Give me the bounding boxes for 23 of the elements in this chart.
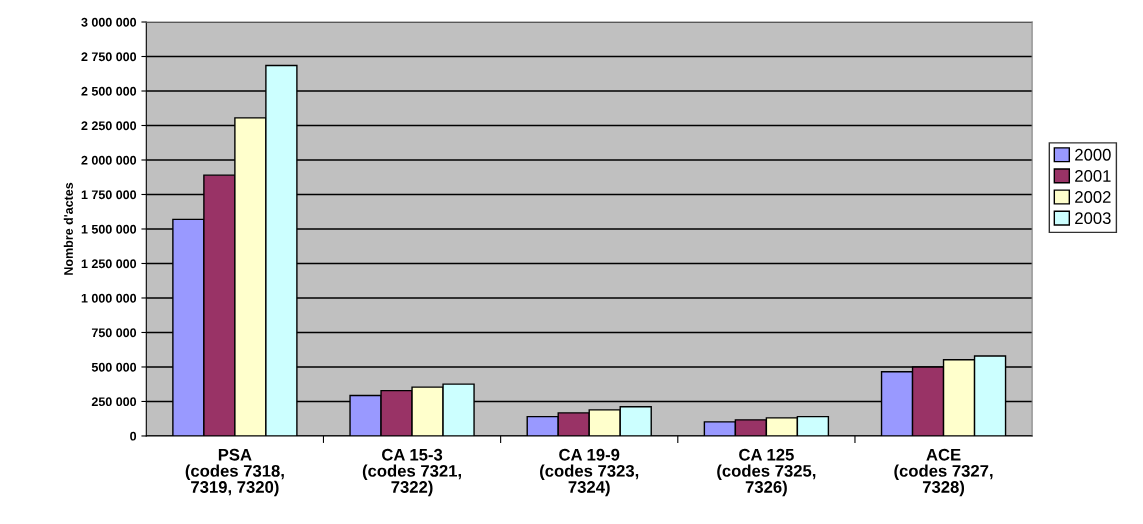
y-tick-label: 2 750 000 (81, 52, 137, 62)
legend-label: 2000 (1075, 148, 1111, 161)
y-axis-title: Nombre d'actes (63, 182, 73, 275)
y-tick-label: 2 000 000 (81, 155, 137, 165)
legend-label: 2001 (1075, 170, 1111, 182)
x-tick-label: ACE (codes 7327, 7328) (894, 448, 993, 497)
y-tick-label: 1 250 000 (81, 259, 137, 269)
y-tick-label: 500 000 (91, 362, 137, 372)
legend-label: 2003 (1075, 212, 1111, 225)
x-tick-label: PSA (codes 7318, 7319, 7320) (185, 448, 284, 497)
y-tick-label: 2 500 000 (81, 86, 137, 96)
y-tick-label: 3 000 000 (81, 17, 137, 27)
x-tick-label: CA 125 (codes 7325, 7326) (717, 448, 816, 497)
y-tick-label: 1 750 000 (81, 190, 137, 200)
y-tick-label: 250 000 (91, 397, 137, 407)
y-tick-label: 1 500 000 (81, 224, 137, 234)
x-tick-label: CA 19-9 (codes 7323, 7324) (540, 448, 639, 497)
y-tick-label: 0 (130, 431, 137, 441)
x-tick-label: CA 15-3 (codes 7321, 7322) (362, 448, 461, 497)
y-tick-label: 2 250 000 (81, 121, 137, 131)
legend-label: 2002 (1075, 191, 1111, 203)
y-tick-label: 1 000 000 (81, 293, 137, 303)
y-tick-label: 750 000 (91, 328, 137, 338)
